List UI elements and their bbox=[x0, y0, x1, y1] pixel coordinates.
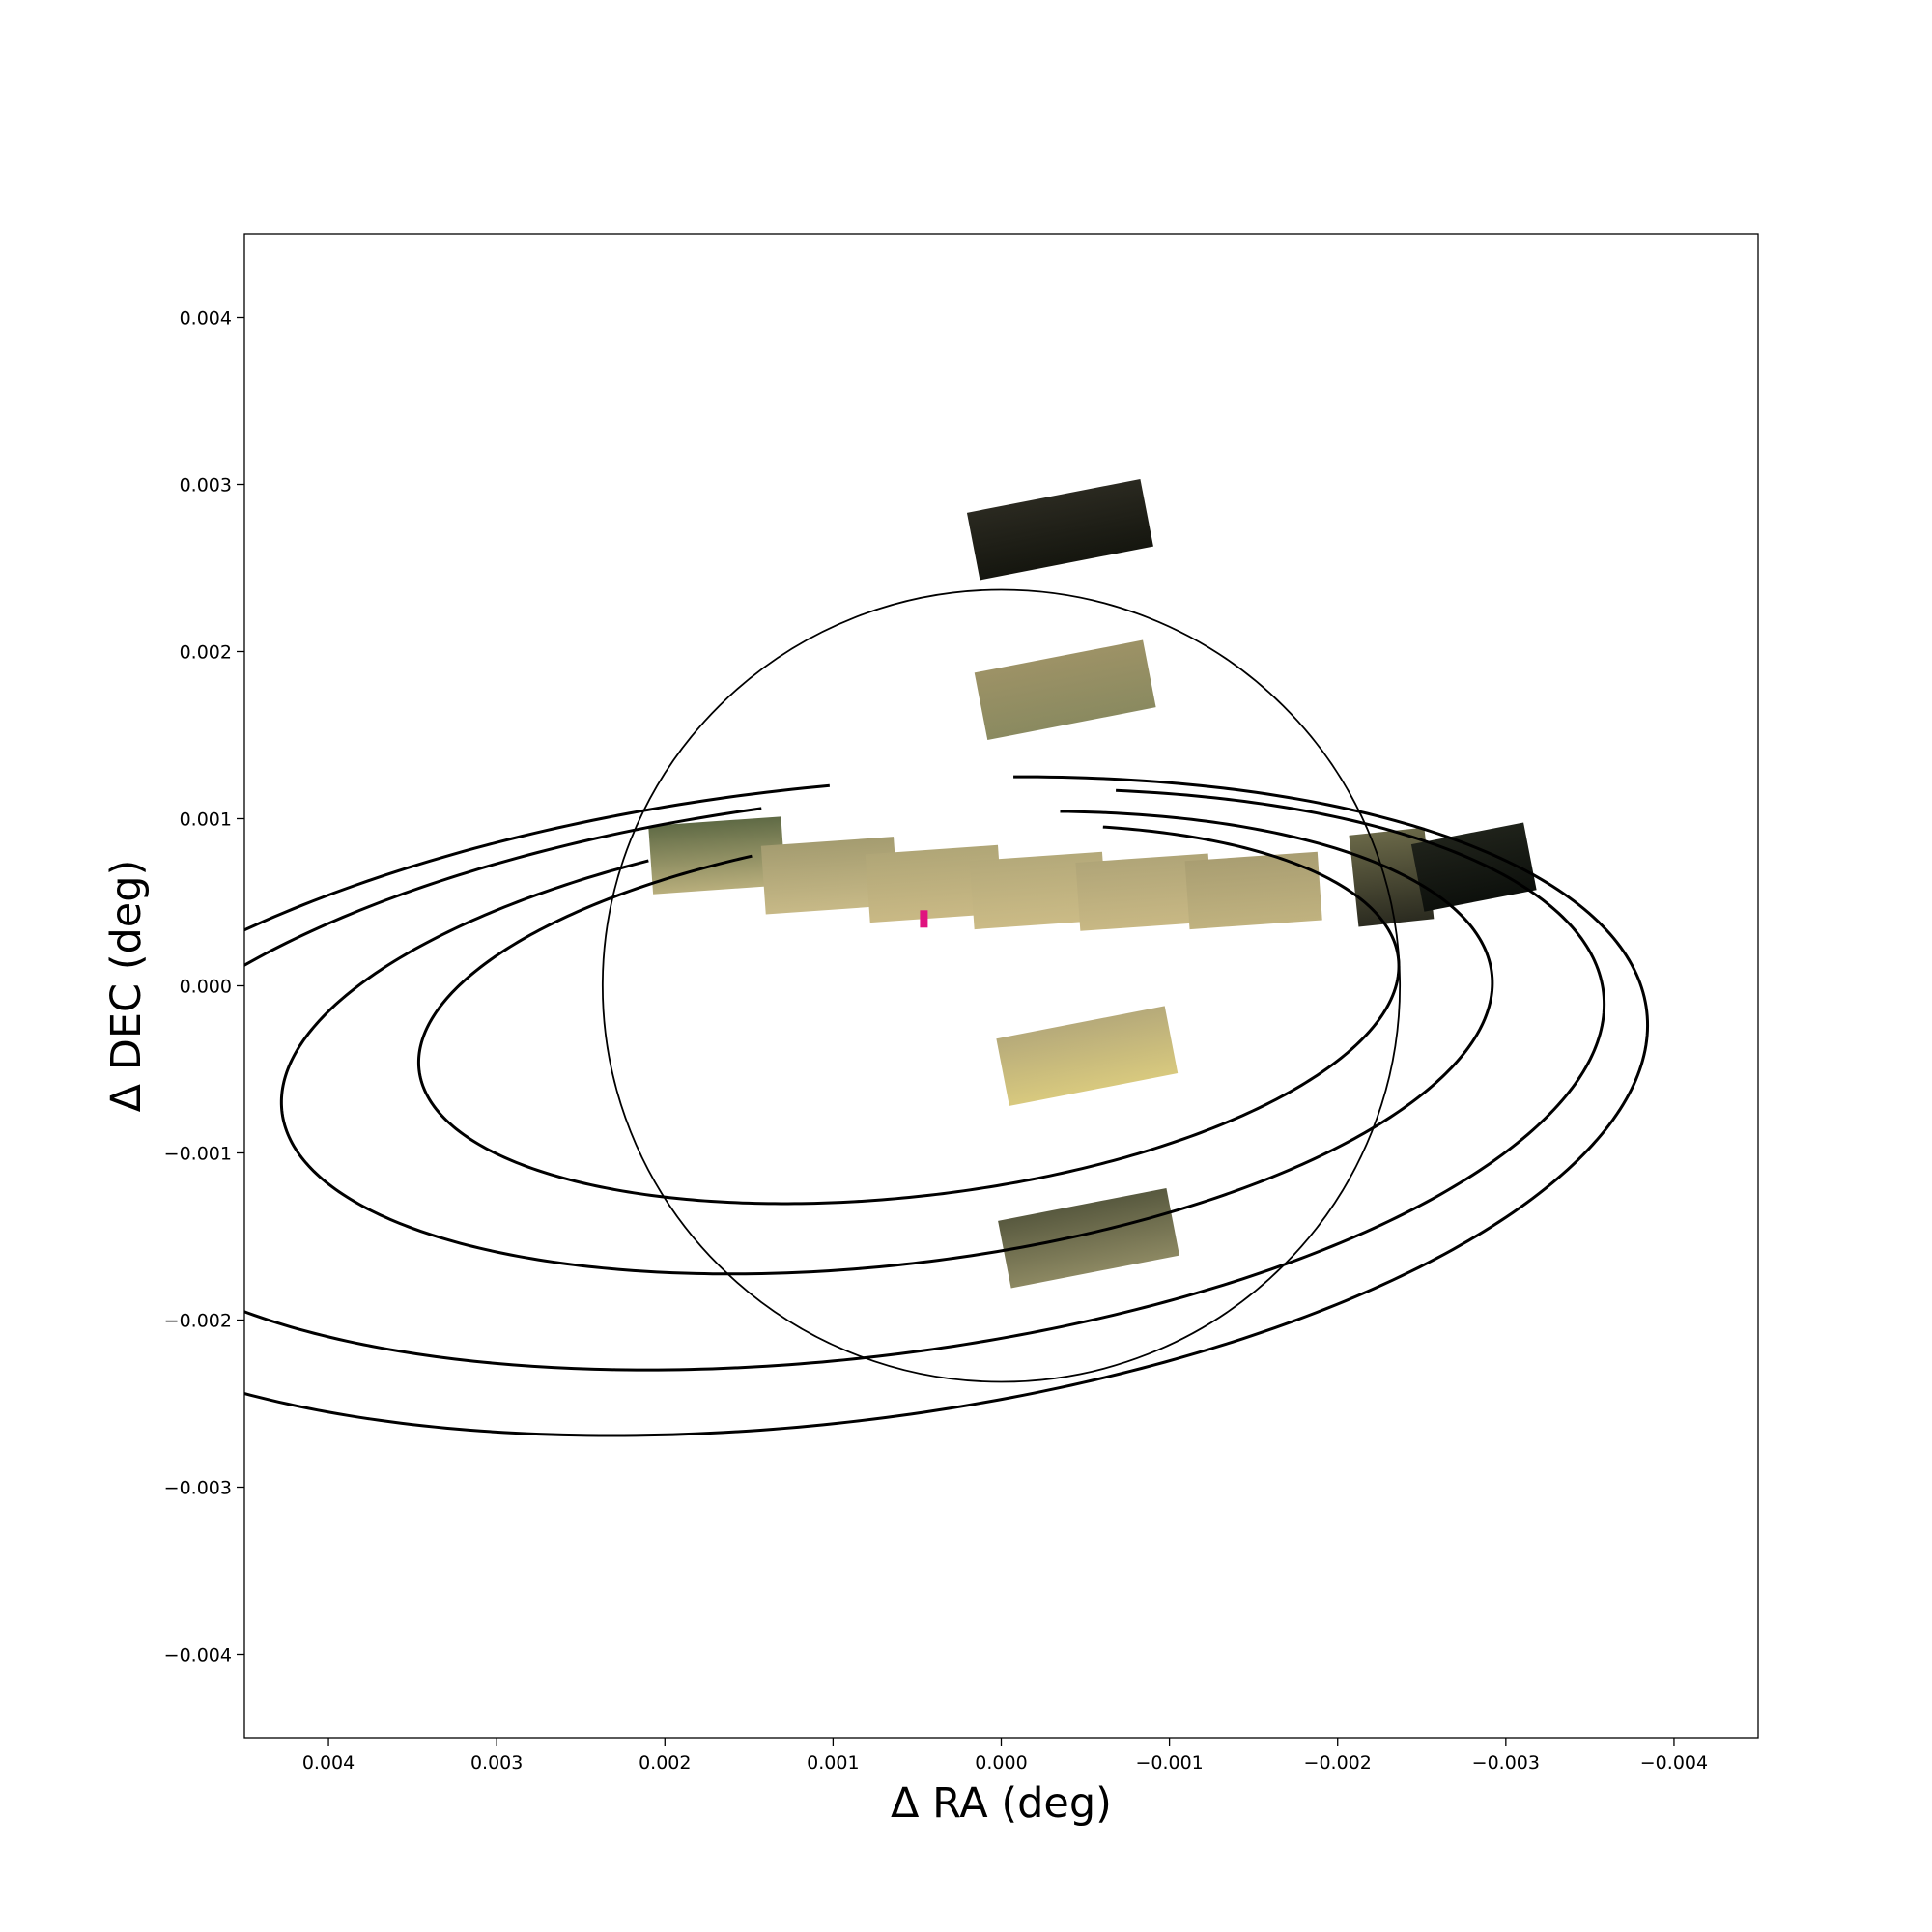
image-tile-11 bbox=[996, 1006, 1179, 1106]
image-tile-7 bbox=[1075, 853, 1213, 931]
image-tile-6 bbox=[969, 851, 1107, 930]
highlight-mark-1 bbox=[920, 910, 928, 928]
y-axis-ticks: 0.004 0.003 0.002 0.001 0.000 −0.001 −0.002 −0.… bbox=[164, 308, 244, 1666]
image-tile-2 bbox=[974, 639, 1156, 741]
axes-frame bbox=[243, 233, 1759, 1739]
x-axis-label: Δ RA (deg) bbox=[891, 1779, 1112, 1828]
y-tick-label: −0.002 bbox=[164, 1311, 232, 1332]
y-tick-label: 0.000 bbox=[180, 977, 232, 998]
image-tile-9 bbox=[1349, 827, 1435, 927]
y-axis-label: Δ DEC (deg) bbox=[102, 860, 151, 1113]
plot-content bbox=[244, 478, 1650, 1437]
y-tick-label: 0.003 bbox=[180, 475, 232, 497]
x-tick-label: −0.004 bbox=[1640, 1752, 1708, 1774]
x-tick-label: 0.001 bbox=[807, 1752, 859, 1774]
x-axis-ticks: 0.004 0.003 0.002 0.001 0.000 −0.001 −0.002 −0.… bbox=[302, 1738, 1708, 1774]
planet-disk-outline bbox=[601, 588, 1402, 1383]
y-tick-label: 0.002 bbox=[180, 642, 232, 664]
ring-contour-2 bbox=[279, 810, 1494, 1276]
image-tile-12 bbox=[998, 1187, 1179, 1289]
ring-contour-4 bbox=[244, 775, 1650, 1437]
y-tick-label: −0.004 bbox=[164, 1645, 232, 1666]
x-tick-label: −0.001 bbox=[1135, 1752, 1203, 1774]
image-tile-1 bbox=[966, 478, 1153, 581]
y-tick-label: 0.001 bbox=[180, 810, 232, 831]
x-tick-label: 0.002 bbox=[639, 1752, 691, 1774]
ring-contour-1 bbox=[416, 825, 1401, 1206]
image-tile-8 bbox=[1184, 851, 1322, 930]
image-tile-4 bbox=[760, 837, 898, 915]
y-tick-label: −0.001 bbox=[164, 1144, 232, 1165]
x-tick-label: 0.000 bbox=[975, 1752, 1027, 1774]
x-tick-label: 0.003 bbox=[470, 1752, 523, 1774]
image-tile-10 bbox=[1410, 822, 1537, 912]
y-tick-label: 0.004 bbox=[180, 308, 232, 329]
y-tick-label: −0.003 bbox=[164, 1478, 232, 1499]
x-tick-label: −0.003 bbox=[1472, 1752, 1540, 1774]
x-tick-label: 0.004 bbox=[302, 1752, 355, 1774]
ring-contour-3 bbox=[244, 788, 1606, 1372]
x-tick-label: −0.002 bbox=[1304, 1752, 1372, 1774]
image-tile-5 bbox=[865, 844, 1003, 923]
